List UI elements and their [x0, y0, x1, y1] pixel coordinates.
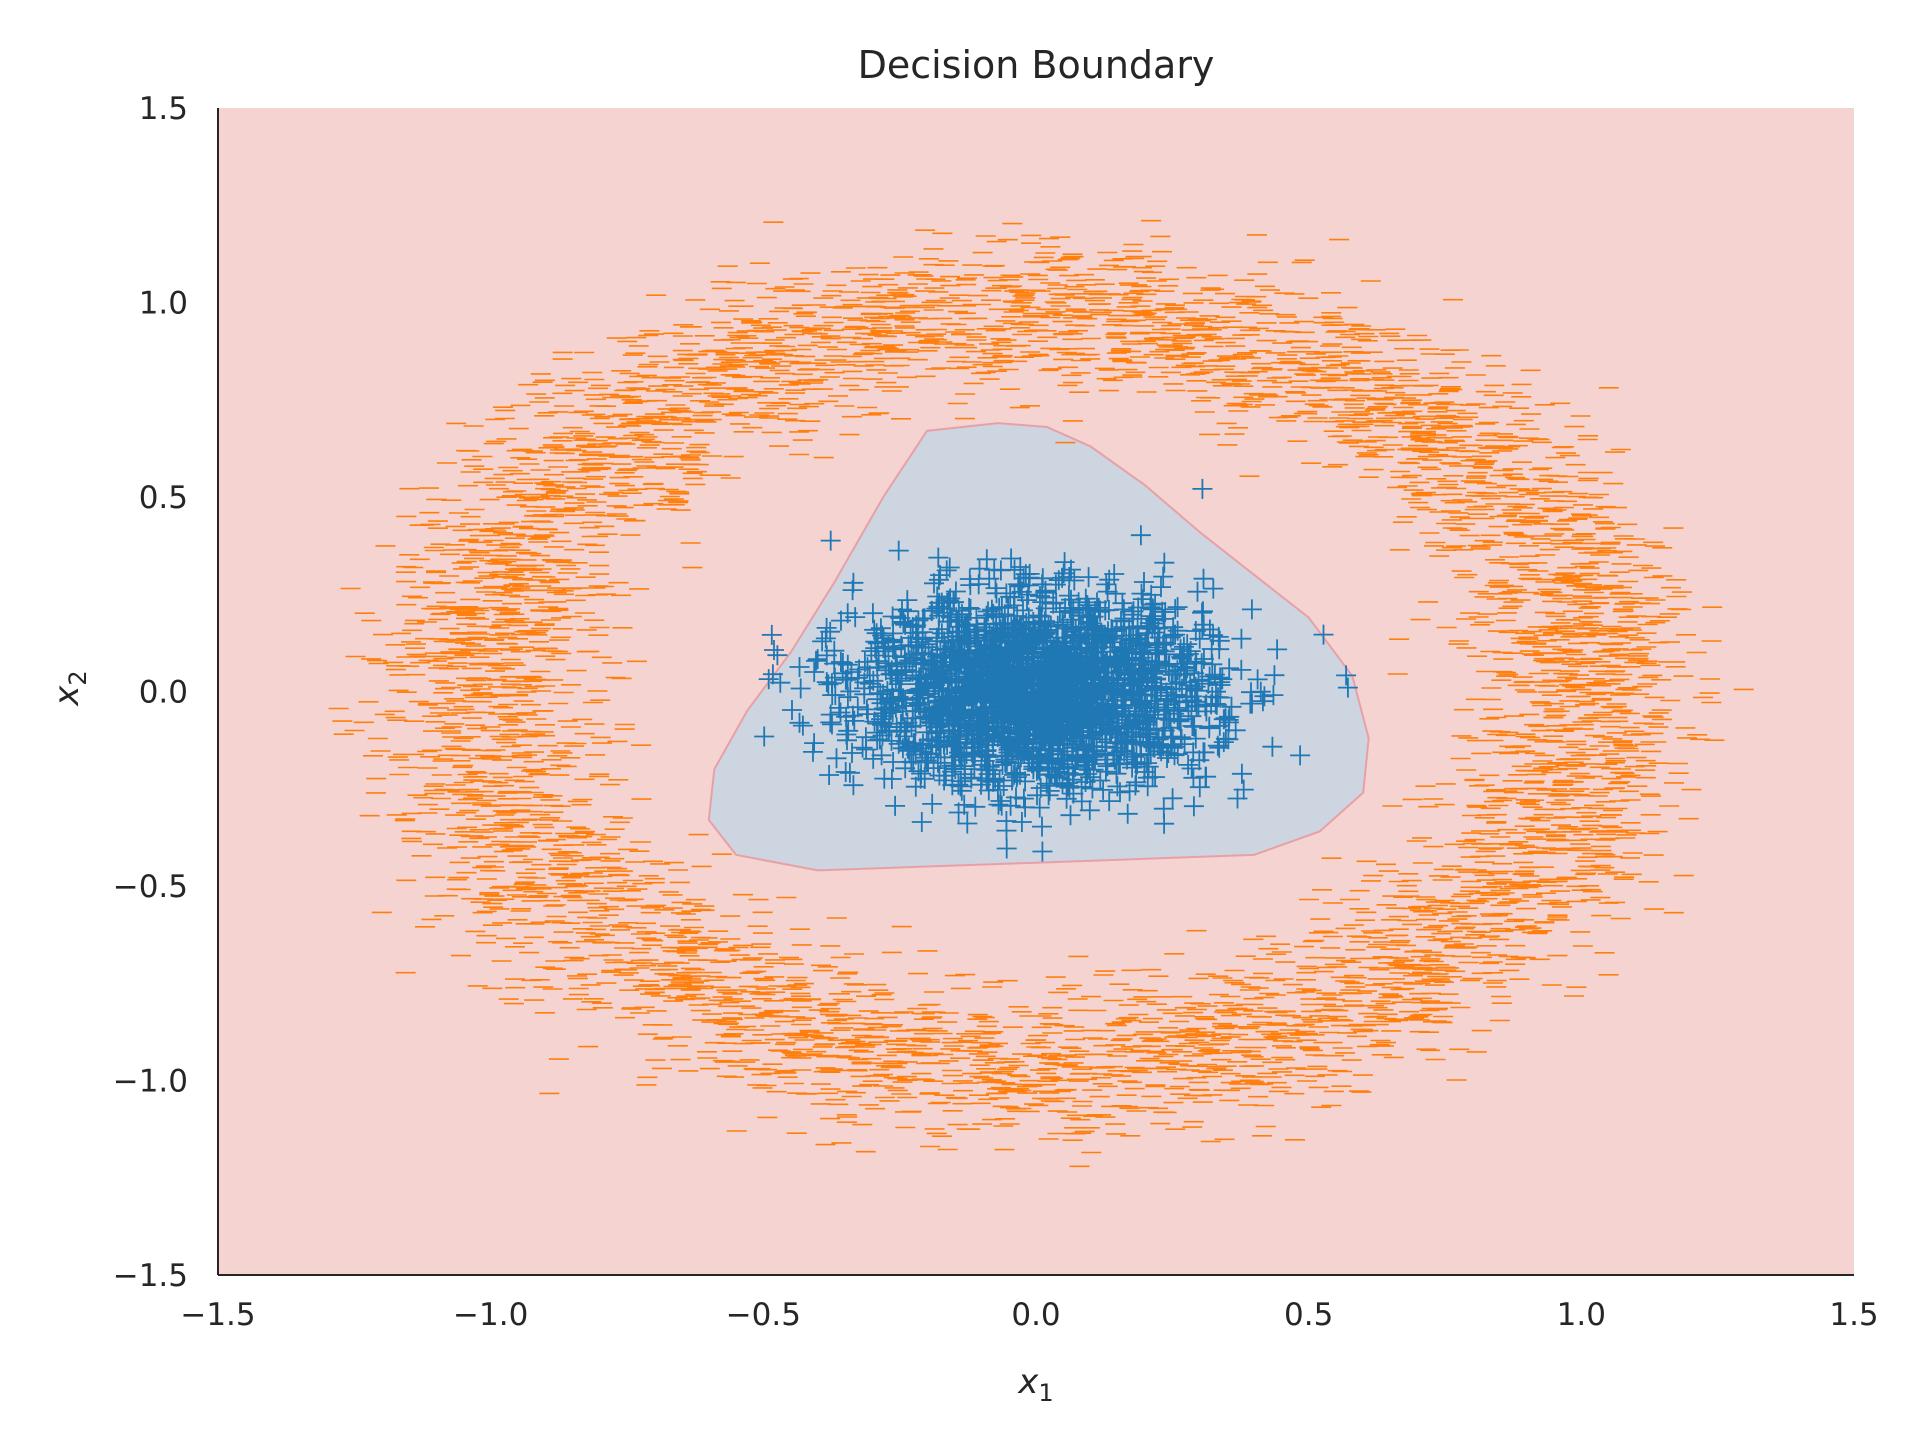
x-axis-label: x1 [1017, 1362, 1053, 1407]
x-tick-label: −0.5 [726, 1297, 801, 1333]
chart-title: Decision Boundary [858, 43, 1215, 87]
y-axis-label: x2 [47, 670, 92, 706]
y-tick-label: −1.0 [113, 1064, 188, 1100]
outer-class-marker [328, 219, 1754, 1168]
y-tick-label: −0.5 [113, 869, 188, 905]
y-axis-ticks: −1.5 −1.0 −0.5 0.0 0.5 1.0 1.5 [113, 91, 188, 1294]
y-tick-label: 0.0 [139, 675, 188, 711]
inner-class-points [754, 478, 1358, 862]
y-tick-label: 0.5 [139, 480, 188, 516]
x-tick-label: 1.5 [1829, 1297, 1878, 1333]
y-tick-label: −1.5 [113, 1258, 188, 1294]
plot-area [218, 108, 1854, 1275]
outer-class-points [328, 219, 1754, 1168]
inner-class-marker [754, 478, 1358, 862]
y-tick-label: 1.0 [139, 286, 188, 322]
x-tick-label: −1.0 [453, 1297, 528, 1333]
x-axis-ticks: −1.5 −1.0 −0.5 0.0 0.5 1.0 1.5 [180, 1297, 1878, 1333]
x-tick-label: −1.5 [180, 1297, 255, 1333]
x-tick-label: 1.0 [1557, 1297, 1606, 1333]
x-tick-label: 0.0 [1011, 1297, 1060, 1333]
x-tick-label: 0.5 [1284, 1297, 1333, 1333]
y-tick-label: 1.5 [139, 91, 188, 127]
